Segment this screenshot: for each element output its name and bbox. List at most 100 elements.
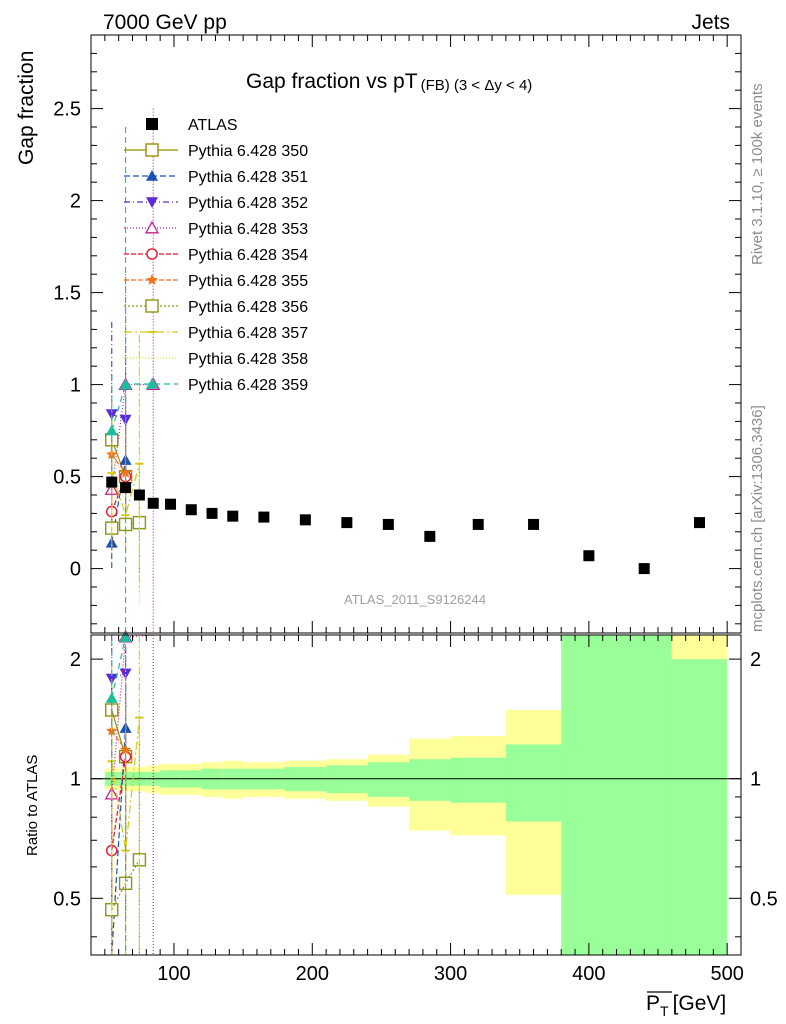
plot-title-sub: (FB) (3 < Δy < 4) (421, 77, 533, 94)
mc-point (105, 409, 118, 421)
atlas-point (341, 517, 353, 529)
ratio-stat-band (326, 765, 368, 794)
mc-ratio-line (111, 739, 140, 787)
legend-entry-0: ATLAS (146, 117, 238, 134)
y-tick-label-ratio: 1 (70, 769, 81, 791)
atlas-point (165, 498, 177, 510)
frames (90, 34, 742, 956)
legend-label: Pythia 6.428 350 (188, 143, 308, 160)
atlas-point (133, 489, 145, 501)
plot-title-main: Gap fraction vs pT (246, 70, 418, 93)
y-tick-label-ratio-right: 1 (750, 769, 761, 791)
mc-point (105, 424, 118, 436)
ratio-stat-band (671, 659, 728, 955)
legend-marker (146, 170, 158, 181)
atlas-point (227, 510, 239, 522)
y-tick-label-ratio: 0.5 (53, 888, 81, 910)
y-tick-label-ratio-right: 2 (750, 649, 761, 671)
top-panel-frame (90, 34, 742, 634)
atlas-point (583, 550, 595, 562)
mc-ratio-line (111, 717, 141, 851)
x-tick-label: 500 (710, 963, 743, 985)
ratio-panel-frame (90, 634, 742, 956)
legend-entry-1: Pythia 6.428 350 (124, 143, 308, 160)
legend-marker (145, 143, 159, 157)
legend-marker (146, 274, 158, 285)
y-tick-label-top: 2 (70, 191, 81, 213)
atlas-data (106, 476, 706, 575)
legend-label: Pythia 6.428 354 (188, 247, 308, 264)
legend-label: Pythia 6.428 358 (188, 351, 308, 368)
legend-label: Pythia 6.428 351 (188, 169, 308, 186)
atlas-point (424, 530, 436, 542)
mc-ratio-series-10 (105, 631, 132, 955)
ratio-stat-band (367, 762, 410, 797)
ratio-panel-content (104, 629, 154, 956)
ratio-stat-band (450, 757, 506, 803)
x-tick-label: 400 (572, 963, 605, 985)
legend-marker (146, 378, 158, 389)
legend-label: Pythia 6.428 355 (188, 273, 308, 290)
atlas-point (638, 563, 650, 575)
ratio-stat-band (616, 635, 672, 955)
ratio-stat-band (505, 744, 562, 822)
mc-ratio-line (111, 730, 127, 751)
mc-ratio-point (119, 631, 132, 642)
atlas-point (147, 497, 159, 509)
atlas-point (106, 476, 118, 488)
x-tick-label: 200 (296, 963, 329, 985)
y-axis-label-top: Gap fraction (15, 51, 38, 165)
y-tick-label-top: 0 (70, 559, 81, 581)
x-axis-label-unit: [GeV] (673, 992, 727, 1015)
legend-label: Pythia 6.428 352 (188, 195, 308, 212)
legend-marker (145, 299, 159, 313)
y-tick-label-top: 1 (70, 375, 81, 397)
axis-ticks: 100 200 300 400 500 0 0.5 1 1.5 2 2.5 0.5 0.5 1 1 2 2 (53, 35, 778, 985)
mc-series-line (111, 384, 127, 431)
legend: ATLAS Pythia 6.428 350 Pythia 6.428 351 Pyt… (124, 117, 308, 394)
x-tick-label: 100 (157, 963, 190, 985)
mc-series-10 (105, 127, 132, 633)
legend-label: Pythia 6.428 359 (188, 377, 308, 394)
legend-entry-3: Pythia 6.428 352 (124, 195, 308, 212)
header-right: Jets (691, 11, 730, 34)
side-label-bottom: mcplots.cern.ch [arXiv:1306.3436] (749, 405, 766, 632)
legend-entry-7: Pythia 6.428 356 (124, 299, 308, 316)
atlas-point (528, 518, 540, 530)
atlas-point (206, 507, 218, 519)
header-left: 7000 GeV pp (103, 11, 227, 34)
plot-title: Gap fraction vs pT (FB) (3 < Δy < 4) (246, 70, 532, 94)
atlas-point (299, 514, 311, 526)
legend-entry-5: Pythia 6.428 354 (124, 247, 308, 264)
mc-ratio-line (111, 756, 127, 851)
legend-entry-4: Pythia 6.428 353 (124, 220, 308, 238)
y-tick-label-ratio: 2 (70, 649, 81, 671)
legend-entry-6: Pythia 6.428 355 (124, 273, 308, 290)
top-panel-content (104, 108, 706, 633)
mc-series-line (111, 476, 140, 487)
atlas-point (694, 517, 706, 529)
legend-label: Pythia 6.428 356 (188, 299, 308, 316)
legend-marker (144, 220, 160, 234)
legend-marker (146, 197, 158, 208)
mc-ratio-line (111, 636, 127, 699)
legend-entry-8: Pythia 6.428 357 (124, 325, 308, 342)
ratio-stat-band (409, 759, 451, 801)
legend-marker (146, 248, 158, 260)
mc-ratio-line (111, 672, 126, 680)
legend-entry-10: Pythia 6.428 359 (124, 377, 308, 394)
mc-series-4 (104, 108, 161, 633)
x-axis-label: PT [GeV] (646, 991, 726, 1019)
mc-ratio-line (111, 728, 127, 956)
legend-entry-2: Pythia 6.428 351 (124, 169, 308, 186)
x-axis-label-p: P (646, 992, 660, 1015)
ratio-stat-band (561, 635, 617, 955)
legend-marker (146, 118, 158, 130)
x-tick-label: 300 (434, 963, 467, 985)
watermark: ATLAS_2011_S9126244 (344, 592, 486, 607)
legend-label: Pythia 6.428 353 (188, 221, 308, 238)
svg-text:PT[GeV]: PT [GeV] (646, 992, 726, 1019)
atlas-point (185, 504, 197, 516)
y-axis-label-bottom: Ratio to ATLAS (24, 755, 41, 856)
